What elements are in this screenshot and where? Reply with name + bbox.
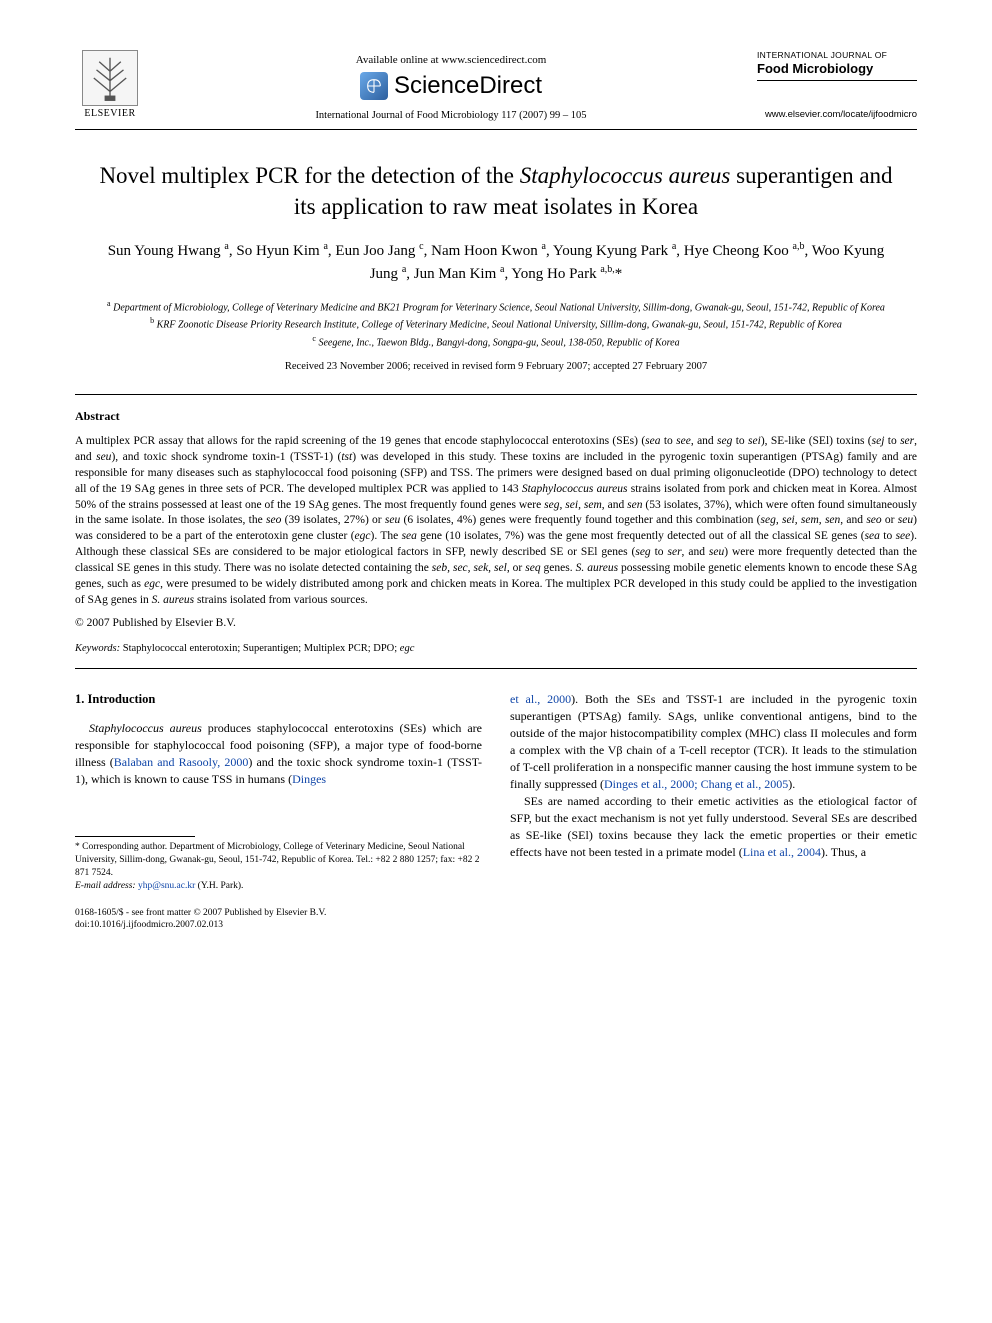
citation-line: International Journal of Food Microbiolo… <box>145 110 757 121</box>
affiliation-a: a Department of Microbiology, College of… <box>105 298 887 316</box>
keywords-label: Keywords: <box>75 643 120 654</box>
email-address[interactable]: yhp@snu.ac.kr <box>138 881 195 891</box>
two-column-body: 1. Introduction Staphylococcus aureus pr… <box>75 691 917 933</box>
keywords-line: Keywords: Staphylococcal enterotoxin; Su… <box>75 643 917 654</box>
abstract-top-rule <box>75 394 917 395</box>
journal-overline: INTERNATIONAL JOURNAL OF <box>757 50 917 60</box>
journal-url: www.elsevier.com/locate/ijfoodmicro <box>757 109 917 120</box>
article-dates: Received 23 November 2006; received in r… <box>75 361 917 372</box>
article-title: Novel multiplex PCR for the detection of… <box>75 160 917 222</box>
email-line: E-mail address: yhp@snu.ac.kr (Y.H. Park… <box>75 880 482 893</box>
header-center: Available online at www.sciencedirect.co… <box>145 50 757 121</box>
top-rule <box>75 129 917 130</box>
abstract-heading: Abstract <box>75 409 917 424</box>
right-column: et al., 2000). Both the SEs and TSST-1 a… <box>510 691 917 933</box>
author-list: Sun Young Hwang a, So Hyun Kim a, Eun Jo… <box>75 240 917 286</box>
elsevier-label: ELSEVIER <box>84 108 135 119</box>
elsevier-logo-block: ELSEVIER <box>75 50 145 119</box>
email-label: E-mail address: <box>75 881 136 891</box>
copyright-line: © 2007 Published by Elsevier B.V. <box>75 617 917 629</box>
affiliation-a-text: Department of Microbiology, College of V… <box>113 302 885 313</box>
sciencedirect-logo: ScienceDirect <box>145 72 757 100</box>
affiliation-b-text: KRF Zoonotic Disease Priority Research I… <box>157 320 842 331</box>
available-online-text: Available online at www.sciencedirect.co… <box>145 54 757 66</box>
affiliation-c: c Seegene, Inc., Taewon Bldg., Bangyi-do… <box>105 333 887 351</box>
title-pre: Novel multiplex PCR for the detection of… <box>99 163 519 188</box>
affiliation-c-text: Seegene, Inc., Taewon Bldg., Bangyi-dong… <box>318 338 679 349</box>
affiliations: a Department of Microbiology, College of… <box>75 298 917 351</box>
footer-line1: 0168-1605/$ - see front matter © 2007 Pu… <box>75 907 482 920</box>
footer-line2: doi:10.1016/j.ijfoodmicro.2007.02.013 <box>75 919 482 932</box>
email-who: (Y.H. Park). <box>198 881 244 891</box>
sciencedirect-icon <box>360 72 388 100</box>
journal-rule <box>757 80 917 81</box>
title-species: Staphylococcus aureus <box>520 163 731 188</box>
corresponding-footnote: * Corresponding author. Department of Mi… <box>75 841 482 892</box>
elsevier-tree-icon <box>82 50 138 106</box>
intro-para-right1: et al., 2000). Both the SEs and TSST-1 a… <box>510 691 917 793</box>
keywords-text: Staphylococcal enterotoxin; Superantigen… <box>120 643 414 654</box>
abstract-bottom-rule <box>75 668 917 669</box>
journal-block: INTERNATIONAL JOURNAL OF Food Microbiolo… <box>757 50 917 120</box>
corr-author-text: * Corresponding author. Department of Mi… <box>75 841 482 879</box>
affiliation-b: b KRF Zoonotic Disease Priority Research… <box>105 315 887 333</box>
intro-para-left: Staphylococcus aureus produces staphyloc… <box>75 720 482 788</box>
intro-heading: 1. Introduction <box>75 691 482 709</box>
abstract-body: A multiplex PCR assay that allows for th… <box>75 434 917 608</box>
sciencedirect-text: ScienceDirect <box>394 72 542 100</box>
footer-block: 0168-1605/$ - see front matter © 2007 Pu… <box>75 907 482 933</box>
footnote-rule <box>75 836 195 837</box>
intro-para-right2: SEs are named according to their emetic … <box>510 793 917 861</box>
journal-name: Food Microbiology <box>757 61 917 76</box>
header-row: ELSEVIER Available online at www.science… <box>75 50 917 121</box>
left-column: 1. Introduction Staphylococcus aureus pr… <box>75 691 482 933</box>
